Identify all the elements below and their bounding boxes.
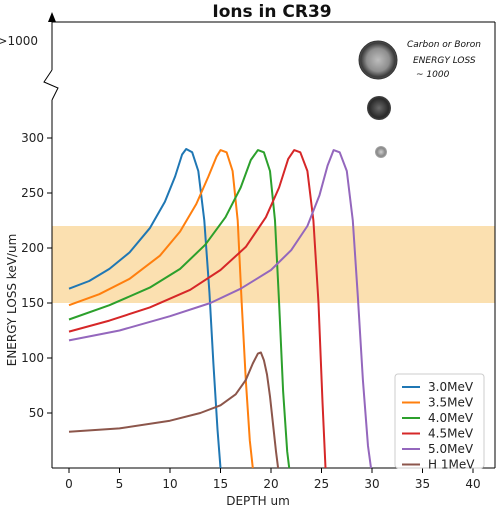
y-tick-label: 300 <box>21 131 44 145</box>
chart-title: Ions in CR39 <box>212 2 331 22</box>
highlight-band <box>52 226 495 303</box>
medium-track-dot <box>367 96 391 120</box>
y-tick-label: 50 <box>29 406 44 420</box>
x-tick-label: 35 <box>415 477 430 491</box>
series-line-2 <box>68 149 291 469</box>
series-line-3 <box>68 149 327 469</box>
legend-label: 4.0MeV <box>428 411 474 425</box>
y-tick-label: 150 <box>21 296 44 310</box>
legend-label: 5.0MeV <box>428 442 474 456</box>
y-axis-arrow <box>48 12 56 22</box>
annotation-line-3: ~ 1000 <box>416 70 450 80</box>
x-tick-label: 5 <box>116 477 124 491</box>
y-tick-label: 250 <box>21 186 44 200</box>
x-tick-label: 40 <box>465 477 480 491</box>
axis-ticks: 0 5 10 15 20 25 30 35 40 50 100 150 200 250 300 <box>21 131 481 491</box>
x-tick-label: 30 <box>364 477 379 491</box>
large-track-dot <box>358 40 398 80</box>
x-tick-label: 15 <box>213 477 228 491</box>
legend-label: 4.5MeV <box>428 427 474 441</box>
series-line-0 <box>68 148 222 469</box>
y-axis-break <box>43 69 59 101</box>
series-line-4 <box>68 149 372 469</box>
x-tick-label: 10 <box>162 477 177 491</box>
annotation-line-2: ENERGY LOSS <box>413 56 476 66</box>
legend-label: 3.5MeV <box>428 396 474 410</box>
y-break-label: >1000 <box>0 34 38 48</box>
x-tick-label: 0 <box>65 477 73 491</box>
annotation-line-1: Carbon or Boron <box>407 40 481 50</box>
y-tick-label: 200 <box>21 241 44 255</box>
y-tick-label: 100 <box>21 351 44 365</box>
x-tick-label: 25 <box>314 477 329 491</box>
y-axis-label: ENERGY LOSS keV/um <box>5 234 19 367</box>
small-track-dot <box>375 146 387 158</box>
legend-box <box>394 373 485 469</box>
series-line-5 <box>68 351 280 469</box>
legend-label: H 1MeV <box>428 458 475 472</box>
legend-label: 3.0MeV <box>428 380 474 394</box>
series-line-1 <box>68 149 254 469</box>
x-axis-label: DEPTH um <box>226 494 290 508</box>
series-lines <box>68 148 372 469</box>
x-tick-label: 20 <box>263 477 278 491</box>
